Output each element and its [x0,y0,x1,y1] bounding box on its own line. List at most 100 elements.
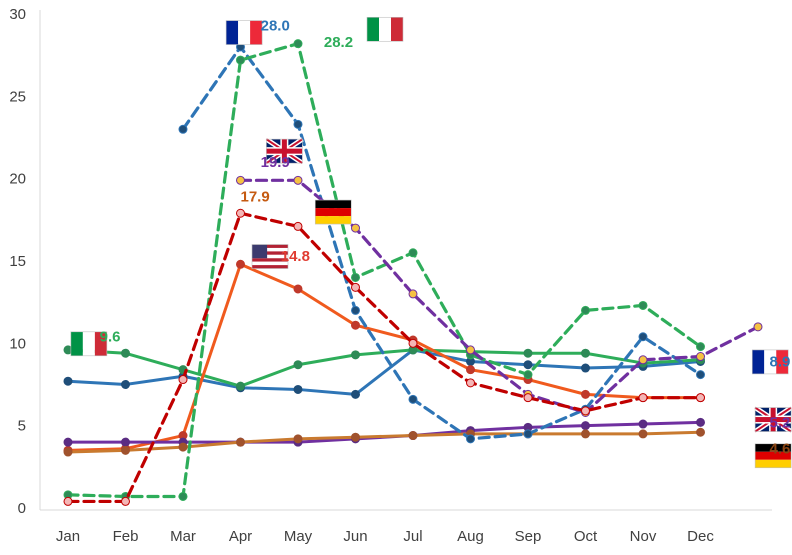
data-point-uk_dashed [293,175,303,185]
value-annotation: 5.2 [770,414,791,431]
flag-stripe [252,265,288,269]
value-annotation: 17.9 [241,189,270,206]
data-point-fr_dashed [293,119,303,129]
x-tick-label: Jan [56,528,80,545]
series-line-de_solid [66,430,702,454]
data-point-de_solid [581,429,590,439]
flag-stripe [379,17,391,42]
data-point-fr_dashed [696,370,705,380]
data-point-uk_solid [581,421,590,431]
flag-border [754,443,792,469]
flag-uk-icon [753,405,792,434]
data-point-uk_dashed [638,355,648,365]
flag-border [751,349,789,375]
data-point-it_solid [523,348,533,358]
data-point-us_dashed [638,393,648,403]
data-point-us_dashed [696,393,705,403]
y-tick-labels: 0 5 10 15 20 25 30 [9,6,26,517]
data-point-us_dashed [63,496,73,506]
data-point-us_solid [293,284,303,294]
data-point-uk_dashed [696,352,705,362]
value-annotation: 28.0 [261,17,290,34]
data-point-us_dashed [523,393,533,403]
data-point-it_solid [121,348,130,358]
data-point-uk_dashed [466,345,475,355]
data-point-it_dashed [638,300,648,310]
flag-stripe [226,20,239,45]
x-tick-label: Feb [113,528,139,545]
data-point-it_solid [236,381,245,391]
x-tick-label: May [284,528,313,545]
flag-stripe [252,261,288,266]
flag-stripe [252,247,288,252]
data-point-fr_dashed [466,434,475,444]
y-tick-label: 25 [9,88,26,105]
value-annotation: 4.6 [770,441,791,458]
flag-border [225,20,263,45]
data-point-it_dashed [408,248,418,258]
data-point-fr_solid [63,376,73,386]
flag-stripe [755,459,792,468]
flag-stripe [94,331,107,356]
flag-stripe [82,331,95,356]
flag-stripe [252,244,288,248]
data-point-uk_dashed [408,289,418,299]
x-tick-label: Aug [457,528,484,545]
value-annotation: 8.9 [770,353,791,370]
x-tick-label: Nov [630,528,657,545]
flag-stripe [315,208,352,217]
data-point-us_dashed [351,282,360,292]
data-point-de_solid [696,427,705,437]
data-point-de_solid [63,447,73,457]
flags-group [70,16,792,469]
flag-france-icon [751,349,789,375]
data-point-us_solid [236,259,245,269]
flag-stripe [764,349,777,374]
data-point-us_dashed [178,375,188,385]
x-tick-label: Dec [687,528,714,545]
series-line-fr_dashed [181,45,703,441]
flag-stripe [755,443,792,452]
flag-stripe [70,331,83,356]
flag-stripe [367,17,379,42]
data-point-uk_solid [696,417,705,427]
flag-germany-icon [314,199,352,225]
data-point-fr_dashed [638,332,648,342]
flag-border [366,16,404,42]
data-point-de_solid [351,432,360,442]
data-point-fr_solid [121,380,130,389]
flag-italy-icon [70,331,108,357]
y-tick-label: 0 [18,500,26,517]
y-tick-label: 5 [18,418,26,435]
y-tick-label: 20 [9,171,26,188]
data-point-fr_solid [523,360,533,370]
flag-border [70,331,108,357]
data-point-it_dashed [178,491,188,501]
flag-cross-red [266,148,303,154]
series-line-us_dashed [66,211,703,504]
data-point-uk_solid [638,419,648,429]
x-tick-label: Apr [229,528,252,545]
flag-stripe [391,17,403,42]
x-tick-label: Mar [170,528,196,545]
data-point-fr_solid [581,363,590,373]
data-point-us_solid [466,365,475,375]
data-point-us_dashed [293,221,303,231]
flag-france-icon [225,20,263,45]
data-point-fr_dashed [408,394,418,404]
data-point-us_dashed [408,338,418,348]
x-tick-labels: Jan Feb Mar Apr May Jun Jul Aug Sep Oct Nov Dec [56,528,714,545]
data-point-it_dashed [581,305,590,315]
flag-stripe [252,251,288,255]
x-tick-label: Jun [343,528,367,545]
value-annotation: 28.2 [324,34,353,51]
flag-border [754,407,792,432]
y-tick-label: 10 [9,335,26,352]
flag-stripe [238,20,251,45]
data-point-us_dashed [466,378,475,388]
data-point-fr_dashed [178,124,188,134]
flag-stripe [752,349,765,374]
data-point-it_dashed [293,39,303,49]
flag-border [251,244,289,269]
flag-canton [252,244,268,259]
